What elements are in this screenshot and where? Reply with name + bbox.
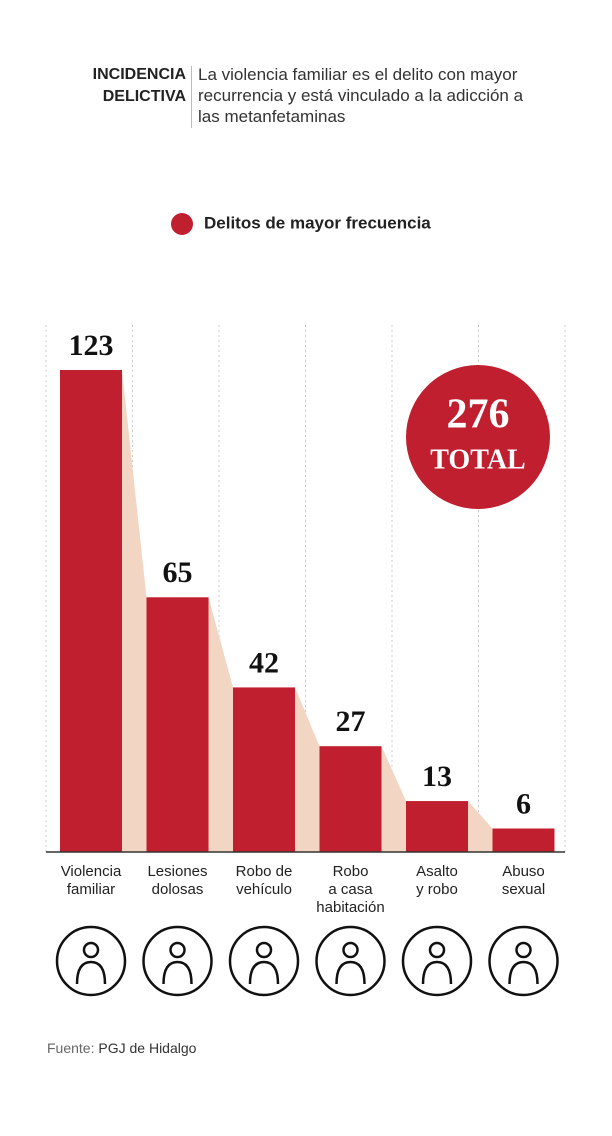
connector — [468, 801, 493, 852]
x-tick-label: Robo a casa habitación — [316, 863, 384, 916]
icons — [55, 925, 559, 997]
x-tick-label: Lesiones dolosas — [147, 863, 207, 898]
icon-head — [515, 941, 532, 959]
icon-body — [75, 960, 107, 985]
connector — [295, 687, 320, 852]
value-label: 13 — [422, 760, 452, 793]
bar — [406, 801, 468, 852]
icon-head — [82, 941, 100, 959]
icon-circle — [228, 925, 300, 997]
icon-circle — [315, 925, 386, 997]
icon-circle — [142, 925, 213, 997]
source-name: PGJ de Hidalgo — [98, 1040, 197, 1056]
value-label: 65 — [163, 556, 193, 589]
icon-body — [248, 960, 280, 985]
bar — [492, 828, 555, 852]
total-label: TOTAL — [430, 444, 525, 475]
connector — [381, 746, 406, 852]
icon-body — [508, 960, 539, 985]
source-label: Fuente: — [47, 1040, 95, 1056]
icon-circle — [488, 925, 559, 997]
connector — [208, 597, 233, 852]
icon-head — [169, 941, 186, 959]
icon-circle — [401, 925, 473, 997]
bar — [146, 597, 209, 852]
source: Fuente: PGJ de Hidalgo — [47, 1040, 196, 1056]
x-tick-label: Asalto y robo — [416, 863, 458, 898]
x-tick-label: Violencia familiar — [61, 863, 122, 898]
kicker: INCIDENCIA DELICTIVA — [92, 66, 186, 105]
icon-head — [342, 941, 359, 959]
subtitle: La violencia familiar es el delito con m… — [198, 65, 524, 126]
value-label: 42 — [249, 646, 279, 679]
icon-head — [255, 941, 273, 959]
bar — [60, 370, 122, 852]
icon-circle — [55, 925, 127, 997]
icon-body — [421, 960, 453, 985]
total-circle — [406, 365, 550, 509]
legend-label: Delitos de mayor frecuencia — [204, 213, 431, 232]
icon-body — [162, 960, 193, 985]
value-label: 27 — [336, 705, 366, 738]
total-value: 276 — [447, 392, 510, 438]
connector — [122, 370, 147, 852]
bar — [319, 746, 382, 852]
legend-swatch — [171, 213, 193, 235]
divider — [191, 66, 192, 128]
icon-head — [428, 941, 446, 959]
value-label: 123 — [69, 329, 114, 362]
icon-body — [335, 960, 366, 985]
x-tick-label: Robo de vehículo — [236, 863, 293, 898]
x-tick-label: Abuso sexual — [502, 863, 545, 898]
bar — [233, 687, 295, 852]
value-label: 6 — [516, 787, 531, 820]
